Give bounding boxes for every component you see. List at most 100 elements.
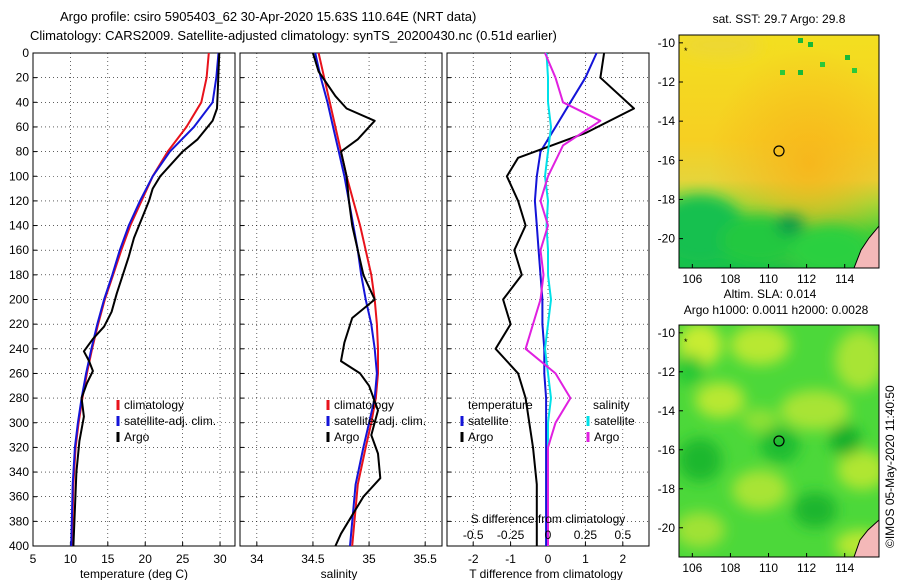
depth-tick-label: 260: [9, 366, 29, 380]
map-lon-label: 112: [797, 561, 816, 575]
legend-climatology-label: climatology: [124, 398, 184, 412]
figure-title-line2: Climatology: CARS2009. Satellite-adjuste…: [30, 28, 557, 43]
t-diff-tick-label: -1: [505, 552, 516, 566]
legend-s-argo-label: Argo: [334, 430, 360, 444]
depth-tick-label: 320: [9, 440, 29, 454]
sla-map-subtitle: Argo h1000: 0.0011 h2000: 0.0028: [684, 303, 869, 317]
difference-series: [494, 52, 635, 546]
depth-tick-label: 200: [9, 293, 29, 307]
depth-tick-label: 280: [9, 391, 29, 405]
depth-tick-label: 360: [9, 490, 29, 504]
depth-tick-label: 60: [16, 120, 30, 134]
depth-tick-label: 380: [9, 514, 29, 528]
x-tick-label: 5: [30, 552, 37, 566]
sla-argo-marker: [773, 435, 785, 447]
legend-t-argo-label: Argo: [468, 430, 494, 444]
depth-tick-label: 220: [9, 317, 29, 331]
x-tick-label: 15: [101, 552, 115, 566]
s-difference-ticks: -0.5 -0.25 0 0.25 0.5: [463, 528, 632, 542]
sst-map-panel: sat. SST: 29.7 Argo: 29.8: [658, 12, 880, 286]
temperature-xlabel: temperature (deg C): [80, 567, 188, 580]
s-diff-tick-label: 0.5: [614, 528, 631, 542]
sla-map-frame: [678, 324, 880, 558]
map-lat-label: -16: [658, 153, 676, 167]
x-tick-label: 34.5: [301, 552, 325, 566]
depth-tick-label: 240: [9, 342, 29, 356]
t-diff-tick-label: 2: [619, 552, 626, 566]
x-tick-label: 20: [139, 552, 153, 566]
map-lon-label: 110: [759, 561, 778, 575]
t-diff-tick-label: -2: [468, 552, 479, 566]
series-line-s-satellite: [544, 52, 552, 546]
depth-tick-label: 140: [9, 219, 29, 233]
map-lat-label: -10: [658, 326, 676, 340]
series-line-t-satellite: [533, 52, 598, 546]
map-lat-label: -18: [658, 192, 676, 206]
legend-argo-label: Argo: [124, 430, 150, 444]
sst-pixel-speckles: [780, 38, 857, 75]
sla-map-field: [679, 325, 879, 557]
sst-map-ticks: 106 108 110 112 114 -10 -12 -14 -16 -18 -20: [658, 36, 855, 286]
map-lat-label: -14: [658, 114, 676, 128]
sst-small-star: *: [684, 46, 688, 56]
series-line-climatology: [317, 52, 379, 547]
x-tick-label: 10: [64, 552, 78, 566]
depth-tick-label: 300: [9, 416, 29, 430]
depth-tick-label: 40: [16, 95, 30, 109]
salinity-panel: 34 34.5 35 35.5 climatology satellite-adj. …: [239, 52, 443, 580]
x-tick-label: 35: [362, 552, 376, 566]
map-lon-label: 106: [682, 272, 702, 286]
salinity-y-grid: [240, 52, 442, 547]
salinity-series: [311, 52, 382, 547]
salinity-x-grid: 34 34.5 35 35.5: [250, 53, 437, 566]
sla-small-star: *: [684, 337, 688, 347]
figure-title-line1: Argo profile: csiro 5905403_62 30-Apr-20…: [60, 9, 476, 24]
depth-tick-label: 400: [9, 539, 29, 553]
sla-map-panel: Altim. SLA: 0.014 Argo h1000: 0.0011 h20…: [658, 287, 880, 575]
depth-tick-label: 180: [9, 268, 29, 282]
t-difference-xlabel: T difference from climatology: [469, 567, 623, 580]
sst-map-field: [679, 35, 879, 268]
legend-salinity-title: salinity: [593, 398, 630, 412]
series-line-satellite-adj-clim-: [70, 52, 220, 547]
map-lat-label: -10: [658, 36, 676, 50]
sla-coastline: [853, 519, 879, 557]
t-diff-tick-label: 1: [582, 552, 589, 566]
x-tick-label: 34: [250, 552, 264, 566]
map-lat-label: -14: [658, 404, 676, 418]
sst-argo-marker: [773, 145, 785, 157]
map-lat-label: -12: [658, 75, 676, 89]
legend-s-satellite-label: satellite-adj. clim.: [334, 414, 426, 428]
depth-tick-label: 160: [9, 243, 29, 257]
depth-tick-label: 120: [9, 194, 29, 208]
depth-tick-label: 0: [22, 46, 29, 60]
map-lat-label: -18: [658, 482, 676, 496]
series-line-argo: [311, 52, 382, 547]
map-lon-label: 108: [720, 561, 740, 575]
map-lat-label: -16: [658, 443, 676, 457]
map-lon-label: 114: [835, 272, 854, 286]
legend-s-argo-label: Argo: [594, 430, 620, 444]
s-diff-tick-label: -0.25: [497, 528, 525, 542]
temperature-legend: climatology satellite-adj. clim. Argo: [116, 398, 216, 444]
legend-s-climatology-label: climatology: [334, 398, 394, 412]
t-diff-tick-label: 0: [545, 552, 552, 566]
sst-coastline: [853, 225, 879, 268]
imos-credit: ©IMOS 05-May-2020 11:40:50: [883, 385, 897, 548]
series-line-satellite-adj-clim-: [314, 52, 378, 547]
s-difference-xlabel: S difference from climatology: [471, 512, 626, 526]
s-diff-tick-label: 0: [545, 528, 552, 542]
map-lat-label: -20: [658, 232, 676, 246]
legend-t-satellite-label: satellite: [468, 414, 509, 428]
depth-tick-label: 340: [9, 465, 29, 479]
x-tick-label: 35.5: [413, 552, 437, 566]
legend-s-sat-label: satellite: [594, 414, 635, 428]
x-tick-label: 30: [213, 552, 227, 566]
map-lon-label: 114: [835, 561, 854, 575]
x-tick-label: 25: [176, 552, 190, 566]
depth-tick-label: 20: [16, 71, 30, 85]
s-diff-tick-label: 0.25: [574, 528, 598, 542]
temperature-panel: 0 20 40 60 80 100 120 140 160 180 200 220 240 260 280 3…: [9, 46, 236, 580]
depth-tick-label: 100: [9, 169, 29, 183]
